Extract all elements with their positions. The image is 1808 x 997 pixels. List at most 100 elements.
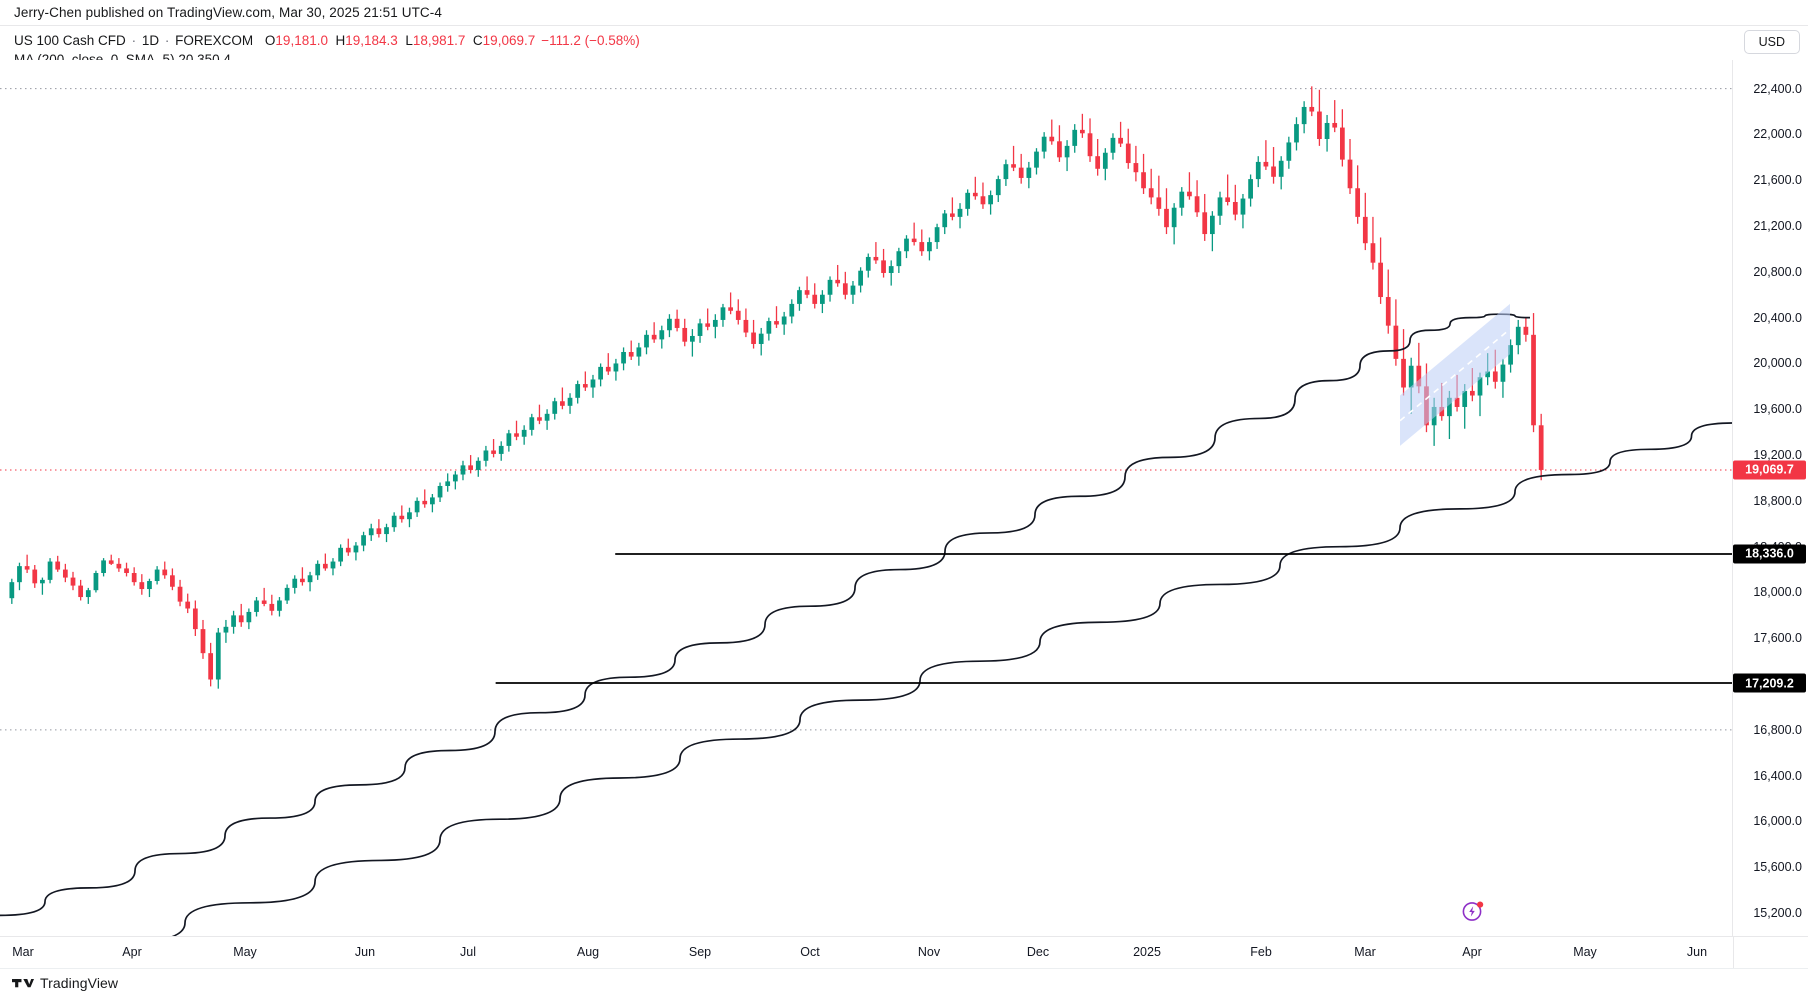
change-value: −111.2 (−0.58%) [541,33,640,48]
candle-body [850,285,856,295]
candle-body [1255,161,1261,180]
candle-body [238,615,244,623]
candle-body [108,560,114,564]
publisher-bar: Jerry-Chen published on TradingView.com,… [0,0,1808,26]
candle-body [995,179,1001,196]
candle-body [804,290,810,295]
lightning-bolt-icon[interactable] [1462,900,1484,922]
tradingview-logo[interactable]: TradingView [12,975,118,991]
candle-body [514,433,519,437]
candle-body [1164,208,1169,228]
candle-body [537,417,542,421]
candle-body [950,213,955,217]
candle-body [972,192,978,197]
candle-body [1500,364,1506,382]
parallel-channel-overlay [1399,303,1511,446]
candle-body [636,347,642,357]
interval-label[interactable]: 1D [141,33,160,48]
price-tick-label: 20,400.0 [1753,310,1802,325]
currency-button[interactable]: USD [1743,30,1800,54]
symbol-legend-row[interactable]: US 100 Cash CFD · 1D · FOREXCOM O19,181.… [14,31,914,50]
candle-body [246,611,252,623]
candle-body [361,535,366,546]
time-axis[interactable]: Mar Apr May Jun Jul Aug Sep Oct Nov Dec 2025 Feb Mar… [0,936,1733,968]
candle-body [200,629,206,654]
symbol-name[interactable]: US 100 Cash CFD [14,33,126,48]
price-axis[interactable]: 22,400.0 22,000.0 21,600.0 21,200.0 20,800.0… [1733,60,1808,936]
chart-canvas[interactable] [0,60,1733,936]
candle-body [475,460,481,470]
candle-body [1317,111,1322,140]
candle-body [1447,397,1452,417]
price-tick-label: 15,200.0 [1753,906,1802,921]
candle-body [927,242,932,252]
candle-body [261,600,267,604]
candle-body [1118,137,1123,144]
candle-body [1439,406,1445,417]
ma-long-line-lower [171,422,1732,936]
candle-body [667,318,672,331]
candle-body [582,384,588,388]
price-tick-label: 21,200.0 [1753,219,1802,234]
chart-plot-area[interactable] [0,60,1733,936]
time-tick-label: Mar [12,945,34,959]
candle-body [62,569,68,578]
time-tick-label: 2025 [1133,945,1161,959]
candle-body [1370,243,1376,263]
candle-body [1171,207,1177,228]
candle-body [1286,142,1292,161]
candle-body [1401,358,1406,388]
candle-body [1339,127,1345,160]
candle-body [185,601,191,609]
last-price-badge[interactable]: 19,069.7 [1733,460,1806,480]
candle-body [544,413,550,421]
candle-body [590,379,596,388]
candle-body [330,561,336,569]
high-value: 19,184.3 [345,33,398,48]
candle-body [613,363,619,372]
high-label: H [335,33,346,48]
candle-body [911,238,917,243]
footer-bar: TradingView [0,968,1808,997]
candle-body [781,316,787,325]
candle-body [1332,122,1338,128]
candle-body [1362,216,1368,244]
price-tick-label: 17,600.0 [1753,631,1802,646]
time-tick-label: May [1573,945,1597,959]
candle-body [70,577,76,586]
candle-body [1080,129,1085,134]
candle-body [215,632,221,680]
price-tick-label: 15,600.0 [1753,860,1802,875]
legend-separator-2: · [164,33,170,48]
close-label: C [472,33,483,48]
candle-body [728,307,733,311]
candle-body [1271,166,1276,177]
candle-body [506,433,512,446]
candle-body [758,333,764,344]
candle-body [131,573,137,583]
candle-body [980,196,986,205]
candle-body [24,566,30,570]
candle-body [162,569,168,576]
candle-body [682,327,688,342]
candle-body [1485,371,1491,378]
time-tick-label: Jul [460,945,476,959]
candle-body [1538,425,1544,470]
open-value: 19,181.0 [275,33,328,48]
candle-body [644,334,649,348]
axis-corner [1733,936,1808,968]
candle-body [322,563,328,569]
candle-body [1064,145,1070,158]
candle-body [1469,390,1475,396]
candle-body [192,608,198,630]
candle-body [17,566,22,583]
time-tick-label: May [233,945,257,959]
support-level-badge[interactable]: 17,209.2 [1733,673,1806,693]
candle-body [116,563,122,569]
candle-body [827,279,833,295]
resistance-level-badge[interactable]: 18,336.0 [1733,544,1806,564]
exchange-label[interactable]: FOREXCOM [175,33,254,48]
candle-body [437,485,443,498]
candle-body [498,445,504,454]
